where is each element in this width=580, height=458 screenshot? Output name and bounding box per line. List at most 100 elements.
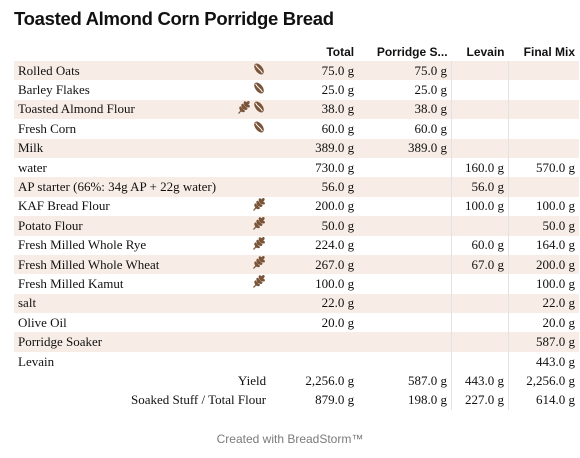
cell-levain	[451, 99, 509, 120]
ingredient-name: Potato Flour	[14, 216, 221, 236]
header-levain: Levain	[466, 44, 505, 59]
cell-total: 75.0 g	[270, 61, 359, 81]
summary-cell-final-mix: 2,256.0 g	[508, 371, 579, 391]
cell-final-mix	[508, 99, 579, 120]
ingredient-icons	[220, 216, 271, 236]
ingredient-icons	[220, 119, 270, 138]
ingredient-icons	[220, 138, 271, 158]
summary-row: Soaked Stuff / Total Flour 879.0 g 198.0 g…	[14, 390, 579, 411]
ingredient-icons	[220, 313, 270, 332]
ingredient-name: Levain	[18, 353, 55, 369]
ingredient-icons	[220, 80, 270, 99]
summary-cell-total: 2,256.0 g	[270, 371, 359, 391]
cell-levain: 100.0 g	[451, 196, 509, 217]
ingredient-name: KAF Bread Flour	[18, 198, 110, 214]
cell-porridge-soaker: 25.0 g	[414, 82, 448, 98]
ingredient-name: Rolled Oats	[14, 61, 221, 81]
ingredient-row: Olive Oil 20.0 g 20.0 g	[14, 313, 579, 333]
cell-final-mix: 443.0 g	[508, 351, 579, 372]
ingredient-row: Fresh Milled Whole Rye 224.0 g 60.0 g 164.0…	[14, 235, 579, 255]
ingredient-row: Toasted Almond Flour 38.0 g 38.0 g	[14, 99, 579, 120]
cell-total: 100.0 g	[315, 275, 355, 291]
ingredient-name: Olive Oil	[18, 314, 67, 330]
cell-total: 25.0 g	[321, 82, 355, 98]
summary-row: Yield 2,256.0 g 587.0 g 443.0 g 2,256.0 g	[14, 371, 579, 391]
cell-total	[270, 332, 359, 352]
ingredient-row: Porridge Soaker 587.0 g	[14, 332, 579, 352]
bean-icon	[252, 120, 266, 138]
cell-total: 224.0 g	[315, 237, 355, 253]
cell-porridge-soaker	[358, 274, 451, 293]
cell-levain: 60.0 g	[451, 235, 509, 255]
cell-total: 22.0 g	[270, 293, 359, 314]
summary-cell-total: 879.0 g	[270, 390, 359, 411]
summary-cell-final-mix: 614.0 g	[508, 390, 579, 411]
summary-cell-levain: 227.0 g	[451, 390, 509, 411]
ingredient-row: Levain 443.0 g	[14, 351, 579, 372]
ingredient-name: AP starter (66%: 34g AP + 22g water)	[14, 177, 221, 197]
header-total: Total	[326, 44, 355, 59]
ingredient-row: KAF Bread Flour 200.0 g 100.0 g 100.0 g	[14, 196, 579, 217]
cell-final-mix	[508, 138, 579, 158]
cell-final-mix	[508, 177, 579, 197]
ingredient-name: Fresh Milled Whole Rye	[18, 237, 147, 253]
header-name	[14, 42, 220, 61]
ingredient-row: Milk 389.0 g 389.0 g	[14, 138, 579, 158]
table-header-row: Total Porridge S... Levain Final Mix	[14, 42, 579, 61]
summary-cell-porridge-soaker: 587.0 g	[358, 371, 452, 391]
cell-porridge-soaker	[358, 352, 451, 371]
cell-final-mix: 570.0 g	[508, 157, 579, 178]
bean-icon	[252, 81, 266, 99]
cell-levain	[451, 61, 509, 81]
cell-total: 56.0 g	[270, 177, 359, 197]
cell-levain: 56.0 g	[451, 177, 509, 197]
summary-cell-levain: 443.0 g	[451, 371, 509, 391]
cell-levain: 160.0 g	[451, 157, 509, 178]
cell-total: 389.0 g	[270, 138, 359, 158]
cell-total: 730.0 g	[315, 159, 355, 175]
ingredient-name: Milk	[14, 138, 221, 158]
summary-label: Soaked Stuff / Total Flour	[14, 390, 271, 411]
header-porridge-soaker: Porridge S...	[376, 44, 448, 59]
ingredient-name: Fresh Milled Whole Wheat	[14, 254, 221, 275]
ingredient-name: water	[18, 159, 47, 175]
cell-levain	[451, 80, 509, 100]
cell-total: 200.0 g	[315, 198, 355, 214]
recipe-title: Toasted Almond Corn Porridge Bread	[14, 8, 334, 29]
cell-levain	[451, 293, 509, 314]
summary-cell-porridge-soaker: 198.0 g	[358, 390, 452, 411]
ingredient-row: Fresh Corn 60.0 g 60.0 g	[14, 119, 579, 139]
cell-levain	[451, 313, 509, 333]
cell-total: 20.0 g	[321, 314, 355, 330]
ingredient-row: Barley Flakes 25.0 g 25.0 g	[14, 80, 579, 100]
cell-porridge-soaker	[358, 216, 452, 236]
ingredient-icons	[220, 293, 271, 314]
ingredient-icons	[220, 197, 270, 216]
cell-total	[270, 352, 358, 371]
ingredient-name: Toasted Almond Flour	[14, 99, 221, 120]
header-icons	[220, 42, 270, 61]
ingredient-icons	[220, 274, 270, 293]
ingredient-icons	[220, 99, 271, 120]
ingredient-row: Potato Flour 50.0 g 50.0 g	[14, 216, 579, 236]
cell-levain	[451, 332, 509, 352]
cell-final-mix	[508, 80, 579, 100]
header-final-mix: Final Mix	[523, 44, 575, 59]
cell-porridge-soaker	[358, 236, 451, 255]
cell-final-mix: 20.0 g	[508, 313, 579, 333]
wheat-icon	[251, 216, 266, 235]
cell-porridge-soaker	[358, 332, 452, 352]
footer-credit: Created with BreadStorm™	[216, 432, 364, 446]
cell-final-mix	[508, 119, 579, 139]
bean-icon	[252, 62, 266, 80]
cell-total: 50.0 g	[270, 216, 359, 236]
wheat-icon	[236, 100, 251, 119]
cell-levain	[451, 119, 509, 139]
ingredient-row: Fresh Milled Whole Wheat 267.0 g 67.0 g 200…	[14, 254, 579, 275]
cell-porridge-soaker	[358, 293, 452, 314]
ingredient-name: Barley Flakes	[18, 82, 90, 98]
summary-label: Yield	[14, 371, 271, 391]
ingredient-icons	[220, 332, 271, 352]
ingredient-icons	[220, 352, 270, 371]
cell-levain: 67.0 g	[451, 254, 509, 275]
